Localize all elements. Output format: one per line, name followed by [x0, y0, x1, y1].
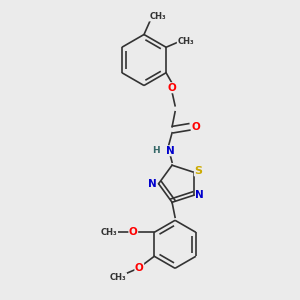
Text: N: N — [148, 179, 157, 189]
Text: CH₃: CH₃ — [177, 37, 194, 46]
Text: O: O — [168, 83, 176, 93]
Text: S: S — [194, 166, 202, 176]
Text: CH₃: CH₃ — [149, 12, 166, 21]
Text: CH₃: CH₃ — [101, 228, 118, 237]
Text: N: N — [166, 146, 175, 156]
Text: O: O — [129, 227, 138, 237]
Text: CH₃: CH₃ — [110, 273, 127, 282]
Text: O: O — [192, 122, 200, 132]
Text: H: H — [152, 146, 160, 155]
Text: O: O — [135, 263, 144, 273]
Text: N: N — [196, 190, 204, 200]
